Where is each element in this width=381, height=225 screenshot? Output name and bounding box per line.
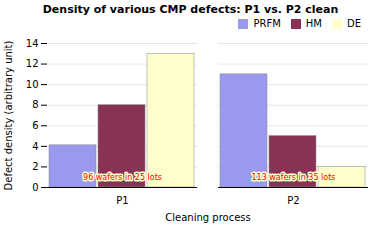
svg-text:6: 6: [32, 120, 38, 131]
html-text:Density of various CMP defects: Density of various CMP defects: P1 vs. P…: [42, 3, 339, 16]
svg-text:10: 10: [26, 79, 39, 90]
html-text:PRFM: PRFM: [253, 18, 281, 29]
svg-text:Cleaning process: Cleaning process: [165, 212, 250, 223]
svg-text:12: 12: [26, 58, 39, 69]
svg-text:P2: P2: [287, 195, 299, 206]
svg-text:0: 0: [32, 182, 38, 193]
svg-text:113 wafers in 35 lots: 113 wafers in 35 lots: [252, 173, 336, 182]
html-text:DE: DE: [347, 18, 361, 29]
svg-text:P1: P1: [116, 195, 128, 206]
svg-text:8: 8: [32, 99, 38, 110]
svg-text:2: 2: [32, 161, 38, 172]
svg-text:Defect density (arbitrary unit: Defect density (arbitrary unit): [3, 40, 14, 190]
svg-text:14: 14: [26, 38, 39, 49]
svg-text:4: 4: [32, 141, 38, 152]
html-text:HM: HM: [305, 18, 322, 29]
svg-text:96 wafers in 25 lots: 96 wafers in 25 lots: [83, 173, 162, 182]
